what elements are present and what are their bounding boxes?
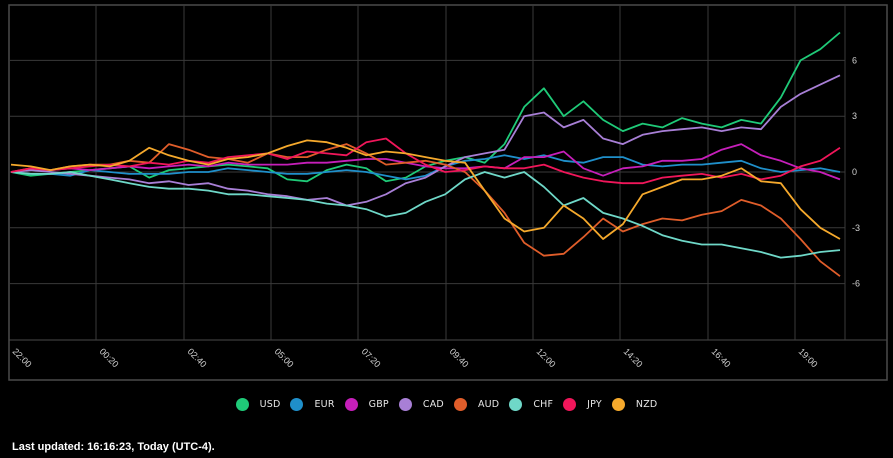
legend-item-chf[interactable]: CHF [509, 398, 553, 411]
legend-dot-icon [398, 398, 412, 411]
chart-gridlines [9, 5, 846, 340]
chart-series [10, 31, 841, 277]
svg-text:-3: -3 [852, 223, 860, 233]
svg-text:00:20: 00:20 [98, 346, 121, 369]
legend-dot-icon [344, 398, 358, 411]
series-line-nzd [10, 139, 841, 240]
svg-text:0: 0 [852, 167, 857, 177]
series-line-usd [10, 31, 841, 183]
svg-text:16:40: 16:40 [710, 346, 733, 369]
chart-legend: USD EUR GBP CAD AUD CHF JPY NZD [0, 398, 893, 411]
legend-item-cad[interactable]: CAD [398, 398, 444, 411]
series-line-chf [10, 171, 841, 259]
svg-text:07:20: 07:20 [360, 346, 383, 369]
y-axis-ticks: 6 3 0 -3 -6 [852, 55, 860, 288]
series-line-jpy [10, 137, 841, 185]
legend-item-jpy[interactable]: JPY [563, 398, 602, 411]
legend-label: CAD [422, 399, 444, 410]
legend-item-eur[interactable]: EUR [290, 398, 334, 411]
svg-text:19:00: 19:00 [797, 346, 820, 369]
legend-dot-icon [509, 398, 523, 411]
series-line-eur [10, 154, 841, 181]
legend-item-aud[interactable]: AUD [453, 398, 500, 411]
legend-item-gbp[interactable]: GBP [344, 398, 389, 411]
legend-dot-icon [235, 398, 249, 411]
last-updated-text: Last updated: 16:16:23, Today (UTC-4). [12, 441, 215, 453]
legend-label: EUR [314, 399, 335, 410]
chart-frame [8, 4, 888, 381]
legend-label: JPY [587, 399, 602, 410]
svg-text:3: 3 [852, 111, 857, 121]
svg-text:05:00: 05:00 [273, 346, 296, 369]
series-line-cad [10, 74, 841, 207]
svg-text:12:00: 12:00 [535, 346, 558, 369]
legend-label: USD [259, 399, 281, 410]
legend-label: NZD [635, 399, 658, 410]
legend-label: CHF [533, 399, 554, 410]
legend-dot-icon [453, 398, 467, 411]
svg-text:02:40: 02:40 [186, 346, 209, 369]
legend-dot-icon [563, 398, 577, 411]
svg-text:22:00: 22:00 [11, 346, 34, 369]
series-line-gbp [10, 143, 841, 181]
legend-label: GBP [368, 399, 389, 410]
svg-text:14:20: 14:20 [622, 346, 645, 369]
svg-text:-6: -6 [852, 279, 860, 289]
legend-dot-icon [611, 398, 625, 411]
svg-text:6: 6 [852, 55, 857, 65]
legend-item-usd[interactable]: USD [235, 398, 281, 411]
svg-text:09:40: 09:40 [448, 346, 471, 369]
x-axis-ticks: 22:00 00:20 02:40 05:00 07:20 09:40 12:00 14:20… [11, 346, 820, 369]
fx-performance-chart: 6 3 0 -3 -6 22:00 00:20 02:40 05:00 07:20 09:40 12… [8, 4, 888, 381]
legend-item-nzd[interactable]: NZD [611, 398, 658, 411]
legend-label: AUD [477, 399, 500, 410]
legend-dot-icon [290, 398, 304, 411]
